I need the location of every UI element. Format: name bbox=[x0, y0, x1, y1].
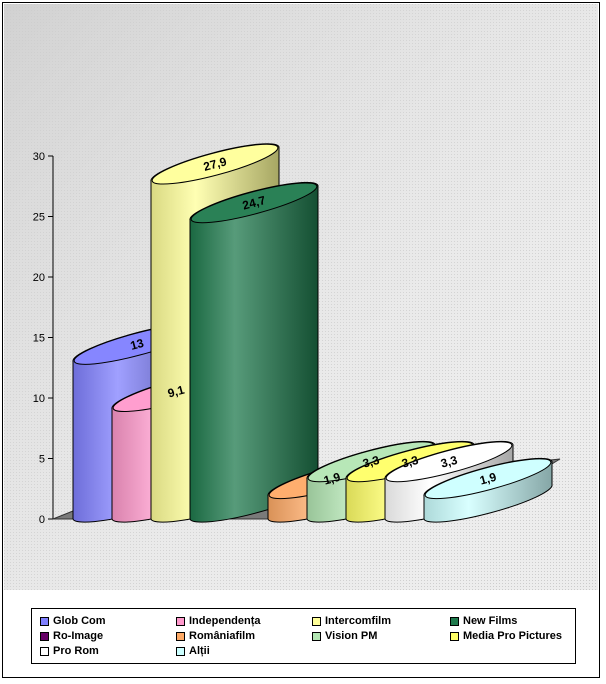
legend-swatch bbox=[450, 631, 459, 641]
legend-label: Româniafilm bbox=[189, 630, 256, 642]
y-tick-label: 5 bbox=[39, 454, 45, 466]
legend-label: Pro Rom bbox=[53, 645, 99, 657]
legend-item: Pro Rom bbox=[40, 644, 99, 658]
legend-label: Glob Com bbox=[53, 615, 106, 627]
legend-item: New Films bbox=[450, 614, 517, 628]
data-label: 3,3 bbox=[400, 453, 420, 471]
legend-swatch bbox=[40, 646, 49, 656]
legend-swatch bbox=[40, 631, 49, 641]
legend-swatch bbox=[176, 646, 185, 656]
legend-item: Independența bbox=[176, 614, 261, 628]
bar-4 bbox=[189, 181, 319, 523]
legend-label: Intercomfilm bbox=[325, 615, 392, 627]
y-tick-label: 20 bbox=[33, 272, 45, 284]
legend-swatch bbox=[176, 631, 185, 641]
data-label: 27,9 bbox=[202, 154, 228, 174]
y-tick-label: 15 bbox=[33, 333, 45, 345]
legend-item: Ro-Image bbox=[40, 629, 103, 643]
legend-item: Glob Com bbox=[40, 614, 106, 628]
data-label: 3,3 bbox=[439, 453, 459, 471]
data-label: 9,1 bbox=[166, 383, 186, 401]
legend-item: Vision PM bbox=[312, 629, 377, 643]
legend-label: Vision PM bbox=[325, 630, 378, 642]
legend-item: Media Pro Pictures bbox=[450, 629, 562, 643]
y-tick-label: 30 bbox=[33, 151, 45, 163]
legend-swatch bbox=[176, 616, 185, 626]
legend: Glob Com Independența Intercomfilm New Film… bbox=[31, 608, 576, 664]
legend-item: Româniafilm bbox=[176, 629, 255, 643]
y-tick-label: 10 bbox=[33, 393, 45, 405]
data-label: 3,3 bbox=[361, 453, 381, 471]
bar-top-cap bbox=[190, 182, 318, 224]
data-label: 24,7 bbox=[241, 193, 267, 213]
legend-label: Ro-Image bbox=[53, 630, 104, 642]
legend-swatch bbox=[312, 631, 321, 641]
y-tick-label: 0 bbox=[39, 514, 45, 526]
legend-swatch bbox=[312, 616, 321, 626]
bar-body bbox=[189, 181, 319, 523]
data-labels-layer: 13 9,1 27,9 24,7 1,9 3,3 3,3 3,3 1,9 bbox=[129, 154, 498, 487]
bar-top-cap bbox=[385, 441, 513, 483]
legend-item: Alții bbox=[176, 644, 210, 658]
legend-label: New Films bbox=[463, 615, 518, 627]
legend-item: Intercomfilm bbox=[312, 614, 391, 628]
data-label: 13 bbox=[129, 336, 146, 353]
bars-layer bbox=[72, 143, 553, 523]
y-tick-label: 25 bbox=[33, 212, 45, 224]
legend-swatch bbox=[40, 616, 49, 626]
bar-10 bbox=[423, 457, 553, 523]
data-label: 1,9 bbox=[478, 470, 498, 488]
bar-top-cap bbox=[424, 458, 552, 500]
legend-label: Independența bbox=[189, 615, 261, 627]
data-label: 1,9 bbox=[322, 470, 342, 488]
legend-swatch bbox=[450, 616, 459, 626]
bar-top-cap bbox=[151, 143, 279, 185]
legend-label: Alții bbox=[189, 645, 210, 657]
legend-label: Media Pro Pictures bbox=[463, 630, 563, 642]
